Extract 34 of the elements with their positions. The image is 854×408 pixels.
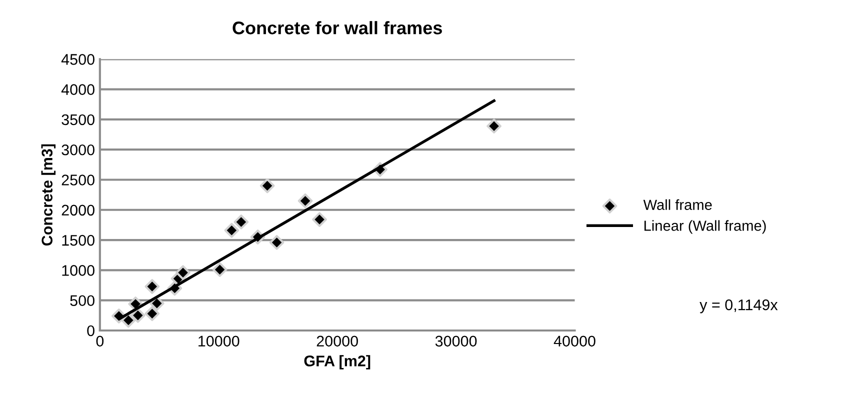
point (176, 265, 190, 280)
point (486, 118, 502, 134)
y-tick-label: 1000 (62, 265, 94, 276)
y-tick-label: 4500 (61, 54, 94, 65)
point (144, 279, 160, 294)
x-tick-label: 20000 (316, 336, 358, 347)
y-axis-title: Concrete [m3] (41, 144, 56, 246)
point (312, 212, 327, 227)
point (212, 262, 228, 277)
chart-title: Concrete for wall frames (232, 21, 442, 34)
x-tick-label: 0 (96, 336, 104, 347)
text: y = 0,1149x (700, 299, 778, 314)
legend-label: Linear (Wall frame) (644, 220, 766, 234)
point (234, 214, 249, 230)
y-tick-label: 2500 (62, 174, 94, 186)
y-tick-label: 0 (87, 325, 94, 336)
y-tick-label: 2000 (62, 204, 94, 216)
x-axis-title: GFA [m2] (304, 355, 370, 370)
point (144, 306, 160, 322)
x-tick-label: 10000 (198, 336, 240, 347)
point (224, 222, 240, 238)
point (130, 308, 146, 323)
legend-label: Wall frame (643, 199, 712, 210)
y-tick-label: 1500 (62, 234, 94, 246)
y-tick-label: 4000 (61, 84, 94, 95)
y-tick-label: 3000 (62, 144, 94, 156)
point (298, 193, 313, 208)
x-tick-label: 40000 (554, 336, 596, 347)
point (269, 235, 284, 250)
y-tick-label: 500 (70, 295, 94, 306)
point (260, 178, 275, 194)
x-tick-label: 30000 (435, 336, 477, 347)
point (149, 296, 164, 311)
y-tick-label: 3500 (62, 114, 94, 126)
